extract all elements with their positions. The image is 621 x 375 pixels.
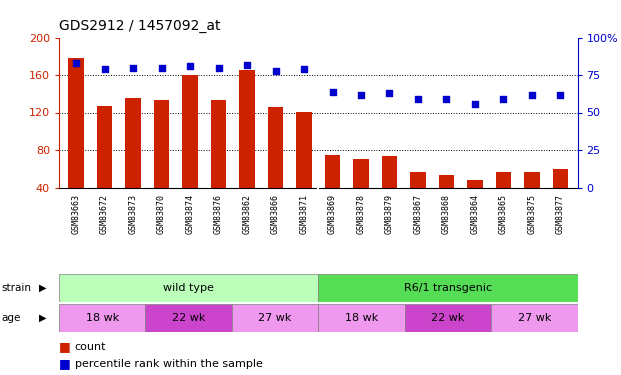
- Bar: [438, 176, 455, 188]
- Text: GSM83878: GSM83878: [356, 194, 366, 234]
- Point: [356, 92, 366, 98]
- Text: GDS2912 / 1457092_at: GDS2912 / 1457092_at: [59, 19, 220, 33]
- Text: 18 wk: 18 wk: [345, 313, 378, 323]
- Text: GSM83672: GSM83672: [100, 194, 109, 234]
- Bar: [467, 180, 483, 188]
- Bar: [524, 172, 540, 188]
- Point: [384, 90, 394, 96]
- Text: GSM83869: GSM83869: [328, 194, 337, 234]
- Text: 27 wk: 27 wk: [518, 313, 551, 323]
- Point: [214, 64, 224, 70]
- Bar: [325, 154, 340, 188]
- Text: GSM83862: GSM83862: [243, 194, 252, 234]
- Text: GSM83663: GSM83663: [71, 194, 81, 234]
- Point: [527, 92, 537, 98]
- Point: [470, 100, 480, 106]
- Text: GSM83871: GSM83871: [299, 194, 309, 234]
- Bar: [182, 75, 198, 188]
- Text: GSM83876: GSM83876: [214, 194, 223, 234]
- Bar: [405, 304, 491, 332]
- Point: [299, 66, 309, 72]
- Text: GSM83874: GSM83874: [186, 194, 194, 234]
- Text: 22 wk: 22 wk: [172, 313, 206, 323]
- Point: [128, 64, 138, 70]
- Text: 22 wk: 22 wk: [431, 313, 465, 323]
- Point: [555, 92, 565, 98]
- Bar: [211, 100, 227, 188]
- Text: ■: ■: [59, 357, 71, 370]
- Text: GSM83864: GSM83864: [471, 194, 479, 234]
- Text: GSM83875: GSM83875: [527, 194, 537, 234]
- Text: GSM83877: GSM83877: [556, 194, 565, 234]
- Bar: [145, 304, 232, 332]
- Bar: [319, 274, 578, 302]
- Point: [327, 88, 337, 94]
- Text: ▶: ▶: [39, 283, 46, 293]
- Text: GSM83866: GSM83866: [271, 194, 280, 234]
- Text: GSM83873: GSM83873: [129, 194, 138, 234]
- Text: ■: ■: [59, 340, 71, 353]
- Bar: [154, 100, 170, 188]
- Text: GSM83879: GSM83879: [385, 194, 394, 234]
- Text: GSM83865: GSM83865: [499, 194, 508, 234]
- Point: [413, 96, 423, 102]
- Bar: [553, 169, 568, 188]
- Point: [156, 64, 166, 70]
- Text: percentile rank within the sample: percentile rank within the sample: [75, 359, 263, 369]
- Text: GSM83867: GSM83867: [414, 194, 422, 234]
- Bar: [232, 304, 319, 332]
- Bar: [491, 304, 578, 332]
- Bar: [125, 98, 141, 188]
- Text: R6/1 transgenic: R6/1 transgenic: [404, 283, 492, 293]
- Text: GSM83870: GSM83870: [157, 194, 166, 234]
- Bar: [59, 304, 145, 332]
- Point: [271, 68, 281, 74]
- Text: ▶: ▶: [39, 313, 46, 323]
- Bar: [410, 172, 426, 188]
- Text: wild type: wild type: [163, 283, 214, 293]
- Text: strain: strain: [1, 283, 31, 293]
- Point: [499, 96, 509, 102]
- Bar: [353, 159, 369, 188]
- Bar: [97, 106, 112, 188]
- Bar: [319, 304, 405, 332]
- Bar: [296, 112, 312, 188]
- Bar: [268, 107, 283, 188]
- Point: [185, 63, 195, 69]
- Point: [442, 96, 451, 102]
- Bar: [239, 70, 255, 188]
- Text: 27 wk: 27 wk: [258, 313, 292, 323]
- Text: 18 wk: 18 wk: [86, 313, 119, 323]
- Bar: [68, 58, 84, 188]
- Text: count: count: [75, 342, 106, 352]
- Point: [71, 60, 81, 66]
- Bar: [496, 172, 511, 188]
- Text: GSM83868: GSM83868: [442, 194, 451, 234]
- Text: age: age: [1, 313, 20, 323]
- Bar: [382, 156, 397, 188]
- Point: [242, 62, 252, 68]
- Point: [99, 66, 109, 72]
- Bar: [59, 274, 319, 302]
